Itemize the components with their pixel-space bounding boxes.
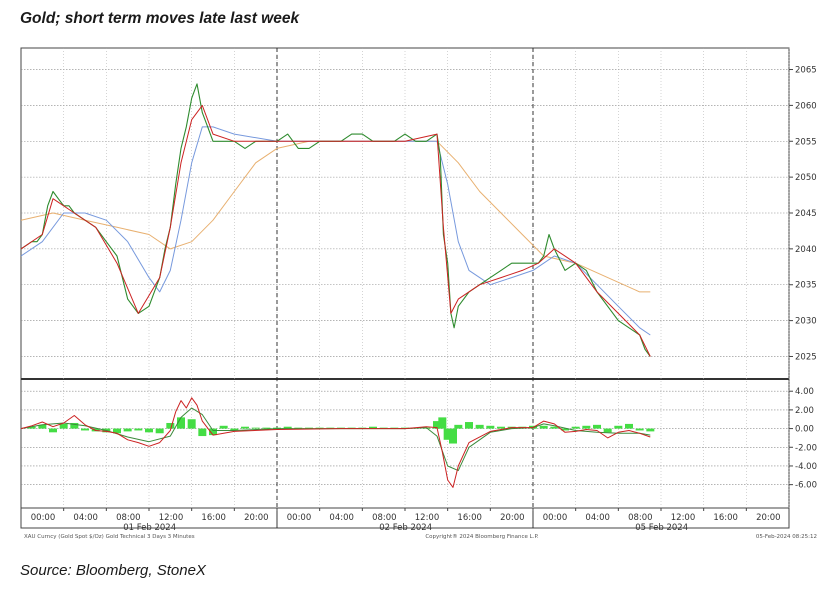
price-tick-label: 2055 <box>795 137 817 147</box>
chart-axes: 2025 2030 2035 2040 2045 2050 2055 2060 2065 4.00… <box>20 66 817 533</box>
osc-histogram-bar <box>283 426 292 429</box>
osc-histogram-bar <box>230 428 239 431</box>
time-tick-label: 20:00 <box>500 513 525 523</box>
price-series-medium-MA <box>20 126 651 336</box>
osc-histogram-bar <box>219 425 228 429</box>
price-tick-label: 2050 <box>795 173 817 183</box>
osc-histogram-bar <box>539 425 548 429</box>
footer-right: 05-Feb-2024 08:25:12 <box>756 534 817 540</box>
osc-histogram-bar <box>465 422 473 429</box>
osc-histogram-bar <box>145 428 153 433</box>
price-tick-label: 2035 <box>795 281 817 291</box>
osc-series-signal-line <box>20 407 651 472</box>
osc-histogram-bar <box>187 419 196 429</box>
osc-histogram-bar <box>625 423 633 429</box>
osc-tick-label: 2.00 <box>795 406 814 416</box>
osc-histogram-bar <box>198 428 207 437</box>
chart-series <box>20 83 655 488</box>
osc-histogram-bar <box>369 426 377 429</box>
osc-histogram-bar <box>486 425 495 429</box>
time-tick-label: 16:00 <box>201 513 226 523</box>
price-series-fast-MA <box>20 104 651 357</box>
price-tick-label: 2040 <box>795 245 817 255</box>
price-tick-label: 2065 <box>795 66 817 76</box>
osc-histogram-bar <box>646 428 655 432</box>
osc-histogram-bar <box>251 427 260 429</box>
source-note: Source: Bloomberg, StoneX <box>20 562 206 579</box>
osc-histogram-bar <box>123 428 132 432</box>
osc-histogram-bar <box>49 428 57 433</box>
osc-histogram-bar <box>443 428 452 440</box>
price-tick-label: 2025 <box>795 352 817 362</box>
time-tick-label: 00:00 <box>287 513 312 523</box>
osc-tick-label: -6.00 <box>795 481 817 491</box>
osc-histogram-bar <box>113 428 121 434</box>
osc-histogram-bar <box>497 426 505 429</box>
osc-histogram-bar <box>27 426 36 429</box>
time-tick-label: 08:00 <box>628 513 653 523</box>
osc-histogram-bar <box>155 428 164 434</box>
osc-histogram-bar <box>166 422 175 429</box>
osc-histogram-bar <box>582 425 591 429</box>
time-tick-label: 12:00 <box>415 513 440 523</box>
price-tick-label: 2030 <box>795 317 817 327</box>
osc-tick-label: 4.00 <box>795 387 814 397</box>
chart-title: Gold; short term moves late last week <box>20 10 300 27</box>
footer-center: Copyright® 2024 Bloomberg Finance L.P. <box>425 533 539 540</box>
price-tick-label: 2060 <box>795 101 817 111</box>
osc-histogram-bar <box>241 426 249 429</box>
osc-histogram-bar <box>81 428 89 431</box>
date-label: 02 Feb 2024 <box>379 523 432 533</box>
price-tick-label: 2045 <box>795 209 817 219</box>
time-tick-label: 08:00 <box>372 513 397 523</box>
osc-histogram-bar <box>438 417 447 429</box>
osc-histogram-bar <box>635 428 644 431</box>
time-tick-label: 16:00 <box>457 513 482 523</box>
osc-histogram-bar <box>38 424 47 429</box>
osc-histogram-bar <box>454 424 463 429</box>
time-tick-label: 20:00 <box>756 513 781 523</box>
osc-histogram-bar <box>59 423 68 429</box>
time-tick-label: 04:00 <box>329 513 354 523</box>
time-tick-label: 04:00 <box>73 513 98 523</box>
time-tick-label: 00:00 <box>31 513 56 523</box>
time-tick-label: 12:00 <box>671 513 696 523</box>
osc-histogram-bar <box>209 428 217 436</box>
date-label: 05 Feb 2024 <box>635 523 688 533</box>
time-tick-label: 04:00 <box>585 513 610 523</box>
osc-histogram-bar <box>571 426 580 429</box>
time-tick-label: 16:00 <box>713 513 738 523</box>
osc-histogram-bar <box>70 422 79 429</box>
osc-series-oscillator-line <box>20 397 651 488</box>
time-tick-label: 12:00 <box>159 513 184 523</box>
price-series-slow-MA <box>20 140 651 293</box>
osc-histogram-bar <box>561 428 569 431</box>
footer-left: XAU Curncy (Gold Spot $/Oz) Gold Technic… <box>24 534 195 540</box>
osc-histogram-bar <box>449 428 457 444</box>
osc-histogram-bar <box>614 425 623 429</box>
osc-histogram-bar <box>134 428 143 431</box>
time-tick-label: 08:00 <box>116 513 141 523</box>
time-tick-label: 20:00 <box>244 513 269 523</box>
osc-histogram-bar <box>433 421 441 429</box>
date-label: 01 Feb 2024 <box>123 523 176 533</box>
osc-tick-label: -4.00 <box>795 462 817 472</box>
osc-tick-label: -2.00 <box>795 443 817 453</box>
osc-histogram-bar <box>262 427 271 429</box>
price-series-price <box>20 83 651 357</box>
osc-tick-label: 0.00 <box>795 425 814 435</box>
osc-histogram-bar <box>475 424 484 429</box>
osc-histogram-bar <box>593 424 601 429</box>
osc-histogram-bar <box>177 417 185 429</box>
osc-histogram-bar <box>550 426 559 429</box>
osc-histogram-bar <box>603 428 612 433</box>
time-tick-label: 00:00 <box>543 513 568 523</box>
